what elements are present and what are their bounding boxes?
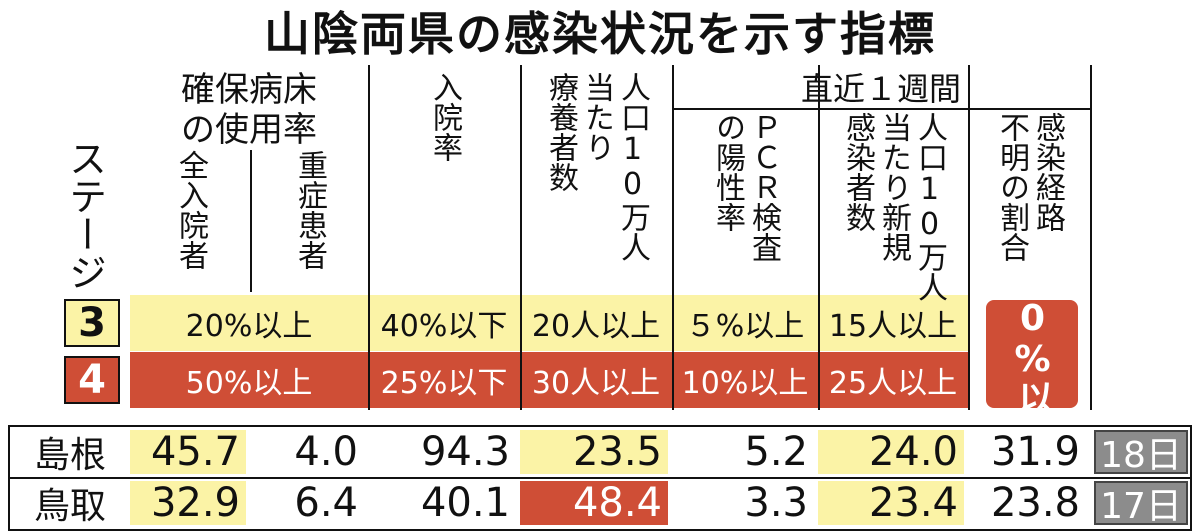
data-cell: 32.9 bbox=[130, 480, 246, 526]
header-text: 全入院者 bbox=[173, 150, 208, 270]
stage-cell: 20%以上 bbox=[185, 309, 313, 344]
stage-cell: 15人以上 bbox=[828, 309, 958, 344]
header-cell: 入院率 bbox=[368, 72, 520, 292]
rule bbox=[818, 65, 820, 410]
stage-row-bg bbox=[130, 352, 968, 408]
header-text: 入院率 bbox=[427, 72, 462, 162]
header-cell: 重症患者 bbox=[250, 150, 368, 292]
stage-badge: 3 bbox=[64, 299, 120, 347]
rule bbox=[520, 65, 522, 410]
title: 山陰両県の感染状況を示す指標 bbox=[264, 7, 936, 61]
rule bbox=[968, 65, 970, 410]
stage-cell: ５%以上 bbox=[685, 309, 805, 344]
stage-cell: 25%以下 bbox=[380, 366, 508, 401]
stage-cell: 40%以下 bbox=[380, 309, 508, 344]
data-cell: 4.0 bbox=[294, 429, 358, 475]
stage-heading: ステージ bbox=[62, 139, 107, 291]
stage-cell: 10%以上 bbox=[681, 366, 809, 401]
date-cell: 17日 bbox=[1094, 481, 1188, 527]
header-text: 感染経路 bbox=[1030, 112, 1065, 232]
data-cell: 3.3 bbox=[744, 480, 808, 526]
row-label: 鳥取 bbox=[33, 486, 106, 527]
rule bbox=[368, 65, 370, 410]
header-text: 人口10万人 bbox=[615, 72, 650, 262]
header-cell: ＰＣＲ検査 の陽性率 bbox=[672, 112, 818, 292]
data-cell: 40.1 bbox=[420, 480, 510, 526]
header-text: の陽性率 bbox=[710, 112, 745, 232]
header-text: 不明の割合 bbox=[994, 112, 1029, 262]
stage-badge: 4 bbox=[64, 356, 120, 404]
date-cell: 18日 bbox=[1094, 430, 1188, 476]
row-label: 島根 bbox=[33, 435, 106, 476]
rule bbox=[672, 65, 674, 410]
stage-cell: 30人以上 bbox=[531, 366, 661, 401]
stage-cell: 20人以上 bbox=[531, 309, 661, 344]
rule bbox=[8, 477, 1192, 479]
stage-row-bg bbox=[130, 295, 968, 351]
stage-common: 50%以上 bbox=[986, 257, 1078, 452]
header-cell: 人口10万人 当たり新規 感染者数 bbox=[818, 112, 968, 302]
data-cell: 94.3 bbox=[420, 429, 510, 475]
rule bbox=[672, 108, 1090, 110]
header-text: 当たり bbox=[579, 72, 614, 162]
data-cell: 6.4 bbox=[294, 480, 358, 526]
header-cell: 感染経路 不明の割合 bbox=[968, 112, 1090, 292]
data-cell: 23.4 bbox=[818, 480, 964, 526]
stage-cell: 25人以上 bbox=[828, 366, 958, 401]
data-cell: 24.0 bbox=[818, 429, 964, 475]
data-cell: 48.4 bbox=[520, 480, 668, 526]
data-cell: 23.5 bbox=[520, 429, 668, 475]
header-cell: 全入院者 bbox=[130, 150, 250, 292]
header-text: ＰＣＲ検査 bbox=[746, 112, 781, 262]
stage-cell: 50%以上 bbox=[185, 366, 313, 401]
data-cell: 45.7 bbox=[130, 429, 246, 475]
rule bbox=[1090, 65, 1092, 410]
header-text: 当たり新規 bbox=[876, 112, 911, 262]
header-cell: 人口10万人 当たり 療養者数 bbox=[520, 72, 672, 292]
header-group: の使用率 bbox=[181, 109, 317, 150]
header-text: 重症患者 bbox=[292, 150, 327, 270]
rule bbox=[250, 150, 252, 292]
header-text: 人口10万人 bbox=[912, 112, 947, 302]
header-text: 療養者数 bbox=[543, 72, 578, 192]
data-cell: 5.2 bbox=[744, 429, 808, 475]
data-cell: 23.8 bbox=[990, 480, 1080, 526]
header-group: 直近１週間 bbox=[800, 70, 961, 108]
header-text: 感染者数 bbox=[840, 112, 875, 232]
header-group: 確保病床 bbox=[181, 69, 317, 110]
data-cell: 31.9 bbox=[990, 429, 1080, 475]
